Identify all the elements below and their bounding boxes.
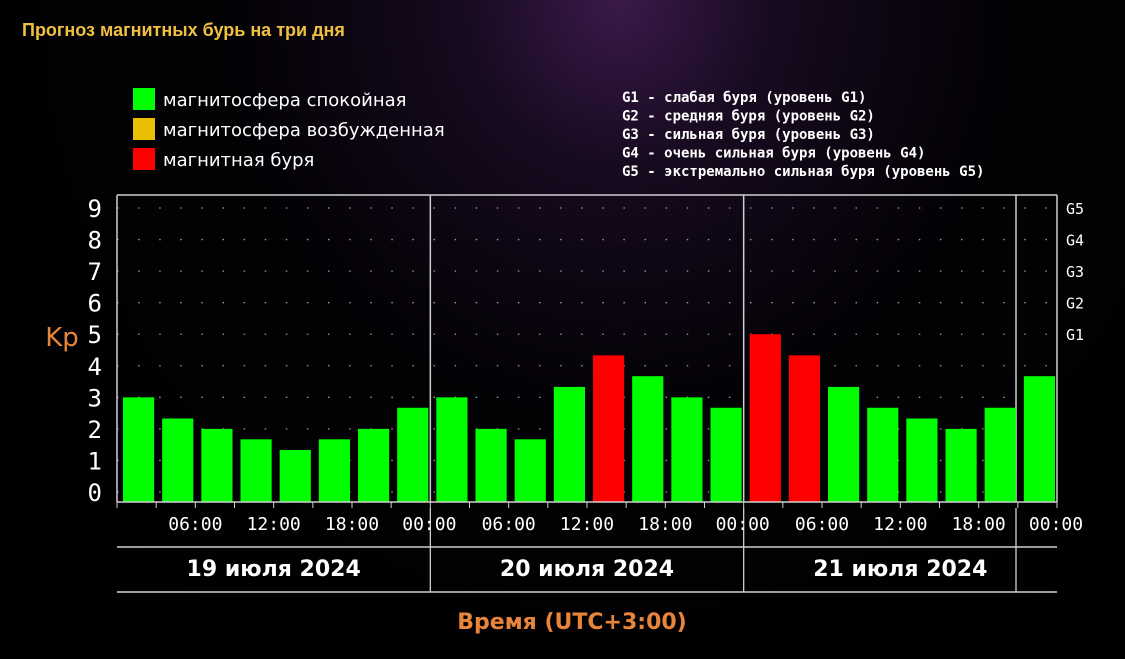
y-tick-label: 2 (88, 416, 102, 444)
g-tick-label: G3 (1066, 263, 1084, 281)
chart-grid (117, 195, 1057, 502)
chart-axes (116, 194, 1058, 593)
kp-bar (906, 418, 938, 502)
x-tick-label: 12:00 (873, 514, 927, 535)
kp-bar (632, 376, 664, 502)
y-tick-label: 7 (88, 258, 102, 286)
x-tick-label: 12:00 (247, 514, 301, 535)
legend-swatch (133, 118, 155, 140)
kp-bar (475, 428, 507, 502)
legend-label: магнитосфера спокойная (163, 90, 406, 111)
y-axis-title: Kp (45, 323, 79, 353)
x-tick-label: 00:00 (402, 514, 456, 535)
day-label: 19 июля 2024 (187, 557, 361, 582)
x-tick-label: 18:00 (638, 514, 692, 535)
kp-bar (514, 439, 546, 502)
y-tick-label: 5 (88, 321, 102, 349)
kp-bar (867, 407, 899, 502)
g-legend-item: G1 - слабая буря (уровень G1) (622, 90, 866, 106)
kp-bar (279, 450, 311, 502)
kp-bar (671, 397, 703, 502)
kp-bar (710, 407, 742, 502)
legend-label: магнитосфера возбужденная (163, 120, 445, 141)
legend-swatch (133, 88, 155, 110)
x-tick-label: 12:00 (560, 514, 614, 535)
x-tick-label: 00:00 (716, 514, 770, 535)
status-legend: магнитосфера спокойная магнитосфера возбу… (133, 88, 445, 171)
kp-bar (123, 397, 155, 502)
kp-bar (1023, 376, 1055, 502)
x-axis-title: Время (UTC+3:00) (457, 610, 687, 635)
kp-bar (828, 386, 860, 502)
legend-label: магнитная буря (163, 150, 314, 171)
kp-bar (162, 418, 194, 502)
kp-bar (749, 334, 781, 502)
g-legend-item: G5 - экстремально сильная буря (уровень … (622, 164, 984, 180)
g-level-legend: G1 - слабая буря (уровень G1) G2 - средня… (622, 90, 984, 180)
g-tick-label: G2 (1066, 295, 1084, 313)
legend-swatch (133, 148, 155, 170)
g-tick-label: G5 (1066, 200, 1084, 218)
day-label: 21 июля 2024 (813, 557, 987, 582)
chart-labels: 0 1 2 3 4 5 6 7 8 9 G1 G2 G3 G4 G5 06:00 12:00 18:00 00:00… (45, 195, 1084, 635)
kp-bar (201, 428, 233, 502)
x-tick-label: 06:00 (482, 514, 536, 535)
y-tick-label: 9 (88, 195, 102, 223)
kp-bar (945, 428, 977, 502)
page-title: Прогноз магнитных бурь на три дня (22, 20, 345, 40)
y-tick-label: 1 (88, 447, 102, 475)
kp-bar (984, 407, 1016, 502)
g-tick-label: G4 (1066, 232, 1084, 250)
kp-bar (788, 355, 820, 502)
y-tick-label: 8 (88, 227, 102, 255)
g-legend-item: G3 - сильная буря (уровень G3) (622, 127, 875, 143)
day-label: 20 июля 2024 (500, 557, 674, 582)
g-legend-item: G2 - средняя буря (уровень G2) (622, 109, 875, 125)
y-tick-label: 0 (88, 479, 102, 507)
y-tick-label: 6 (88, 290, 102, 318)
y-tick-label: 4 (88, 353, 102, 381)
g-tick-label: G1 (1066, 326, 1084, 344)
kp-bar (318, 439, 350, 502)
bar-series (123, 334, 1055, 502)
x-tick-label: 18:00 (325, 514, 379, 535)
x-tick-label: 06:00 (795, 514, 849, 535)
x-tick-label: 00:00 (1029, 514, 1083, 535)
kp-bar (240, 439, 272, 502)
kp-bar (553, 386, 585, 502)
y-tick-label: 3 (88, 384, 102, 412)
kp-bar (358, 428, 390, 502)
kp-bar (436, 397, 468, 502)
x-tick-label: 06:00 (168, 514, 222, 535)
x-tick-label: 18:00 (952, 514, 1006, 535)
kp-bar (397, 407, 429, 502)
kp-bar (593, 355, 625, 502)
g-legend-item: G4 - очень сильная буря (уровень G4) (622, 146, 925, 162)
